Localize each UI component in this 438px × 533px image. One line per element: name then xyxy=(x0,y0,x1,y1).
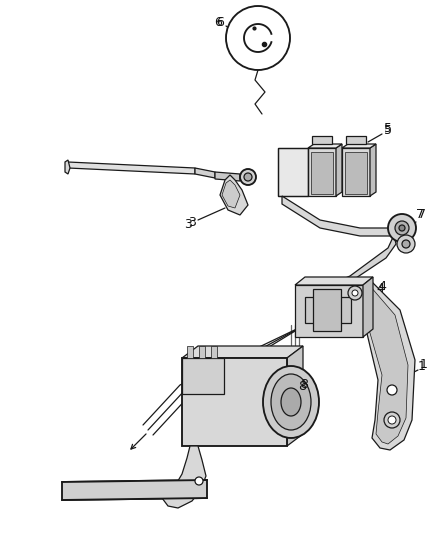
Polygon shape xyxy=(287,346,303,446)
Text: 7: 7 xyxy=(416,208,424,222)
Polygon shape xyxy=(195,168,215,178)
Text: 1: 1 xyxy=(420,358,428,371)
Polygon shape xyxy=(342,148,370,196)
Text: 7: 7 xyxy=(418,208,426,221)
Polygon shape xyxy=(162,446,206,508)
Text: 3: 3 xyxy=(188,215,196,229)
Polygon shape xyxy=(222,180,240,208)
Text: 5: 5 xyxy=(384,124,392,136)
Polygon shape xyxy=(308,235,396,318)
Polygon shape xyxy=(190,480,202,488)
Polygon shape xyxy=(342,144,376,148)
Circle shape xyxy=(352,290,358,296)
Polygon shape xyxy=(215,172,240,181)
Circle shape xyxy=(244,173,252,181)
Polygon shape xyxy=(336,144,342,196)
Circle shape xyxy=(226,6,290,70)
Ellipse shape xyxy=(281,388,301,416)
Polygon shape xyxy=(65,160,70,174)
Circle shape xyxy=(240,169,256,185)
Polygon shape xyxy=(308,144,342,148)
Text: 8: 8 xyxy=(300,378,308,391)
Circle shape xyxy=(388,416,396,424)
Polygon shape xyxy=(312,136,332,144)
Polygon shape xyxy=(187,346,193,358)
Polygon shape xyxy=(182,346,303,358)
Ellipse shape xyxy=(263,366,319,438)
Circle shape xyxy=(397,235,415,253)
Polygon shape xyxy=(182,358,224,394)
Text: 4: 4 xyxy=(376,281,384,295)
Circle shape xyxy=(395,221,409,235)
Text: 1: 1 xyxy=(418,359,426,373)
Polygon shape xyxy=(62,480,207,500)
Polygon shape xyxy=(199,346,205,358)
Polygon shape xyxy=(363,277,373,337)
Polygon shape xyxy=(220,175,248,215)
Text: 3: 3 xyxy=(184,219,192,231)
Text: 6: 6 xyxy=(214,15,222,28)
Polygon shape xyxy=(282,196,398,236)
Polygon shape xyxy=(278,148,308,196)
Polygon shape xyxy=(350,286,408,444)
Circle shape xyxy=(348,286,362,300)
Circle shape xyxy=(384,412,400,428)
Polygon shape xyxy=(305,297,351,323)
Text: 6: 6 xyxy=(216,15,224,28)
Polygon shape xyxy=(345,152,367,194)
Polygon shape xyxy=(370,144,376,196)
Ellipse shape xyxy=(271,374,311,430)
Text: 5: 5 xyxy=(384,122,392,135)
Polygon shape xyxy=(346,136,366,144)
Polygon shape xyxy=(295,277,373,285)
Text: 8: 8 xyxy=(298,379,306,392)
Circle shape xyxy=(195,477,203,485)
Circle shape xyxy=(402,240,410,248)
Polygon shape xyxy=(308,148,336,196)
Polygon shape xyxy=(182,358,287,446)
Circle shape xyxy=(388,214,416,242)
Polygon shape xyxy=(313,289,341,331)
Polygon shape xyxy=(211,346,217,358)
Polygon shape xyxy=(311,152,333,194)
Polygon shape xyxy=(346,280,415,450)
Circle shape xyxy=(399,225,405,231)
Circle shape xyxy=(387,385,397,395)
Polygon shape xyxy=(68,162,195,174)
Polygon shape xyxy=(295,285,363,337)
Text: 4: 4 xyxy=(378,280,386,293)
